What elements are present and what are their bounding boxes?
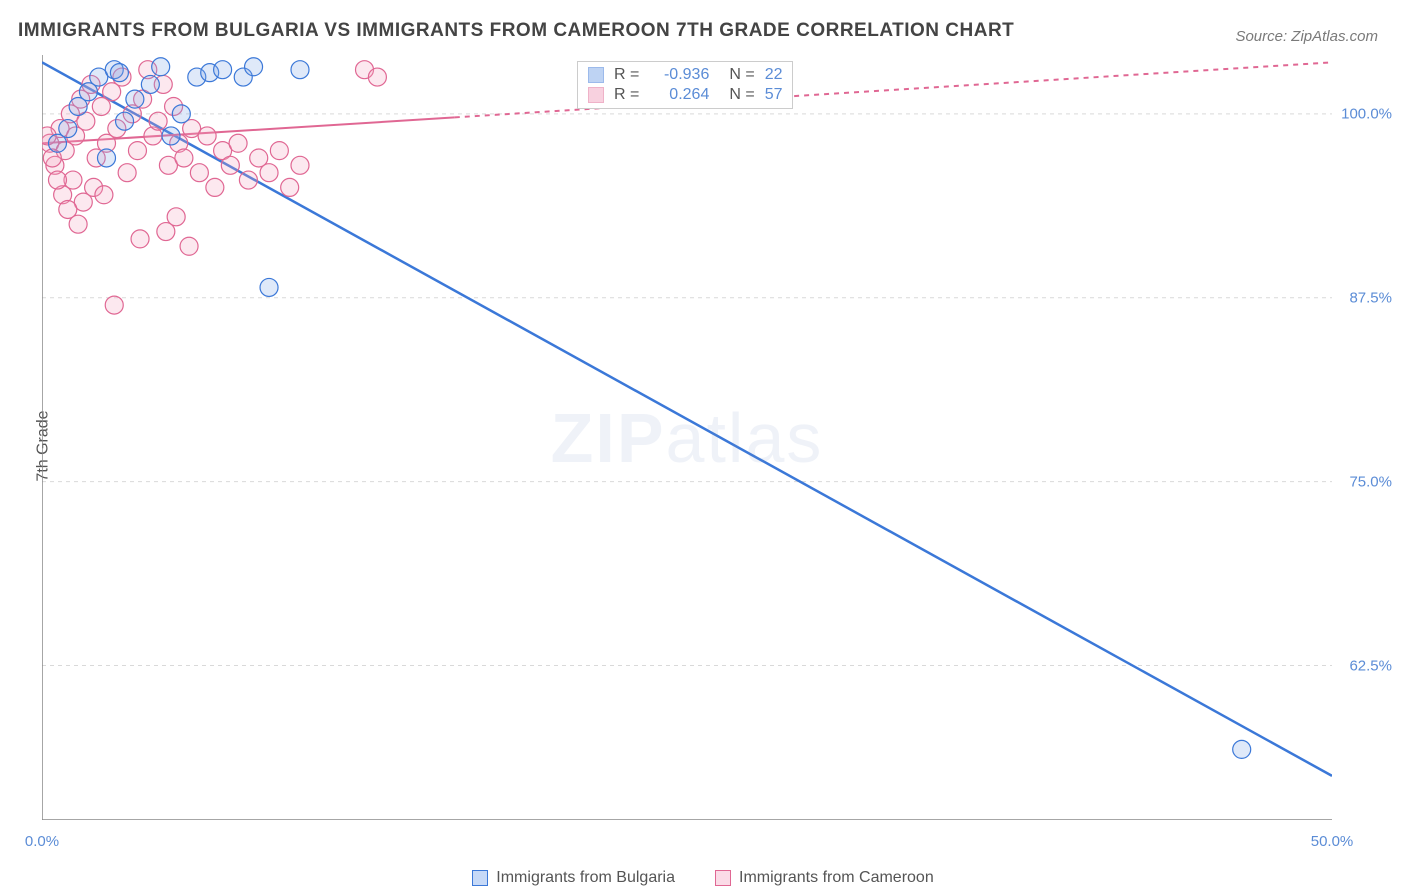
stat-r-value: 0.264 bbox=[649, 86, 709, 104]
legend-swatch bbox=[472, 870, 488, 886]
y-tick-label: 75.0% bbox=[1349, 473, 1392, 490]
stat-r-value: -0.936 bbox=[649, 66, 709, 84]
stat-n-label: N = bbox=[729, 66, 754, 84]
stat-n-value: 22 bbox=[765, 66, 783, 84]
stat-box: R = -0.936 N = 22 R = 0.264 N = 57 bbox=[577, 61, 793, 109]
x-tick-label: 50.0% bbox=[1311, 833, 1354, 850]
legend-swatch bbox=[715, 870, 731, 886]
stat-row: R = -0.936 N = 22 bbox=[588, 66, 782, 84]
chart-container: IMMIGRANTS FROM BULGARIA VS IMMIGRANTS F… bbox=[0, 0, 1406, 892]
legend-item: Immigrants from Bulgaria bbox=[472, 869, 675, 887]
chart-title: IMMIGRANTS FROM BULGARIA VS IMMIGRANTS F… bbox=[18, 20, 1014, 42]
y-tick-label: 62.5% bbox=[1349, 657, 1392, 674]
y-tick-label: 87.5% bbox=[1349, 289, 1392, 306]
stat-n-value: 57 bbox=[765, 86, 783, 104]
x-tick-label: 0.0% bbox=[25, 833, 59, 850]
stat-r-label: R = bbox=[614, 66, 639, 84]
chart-svg bbox=[42, 55, 1332, 820]
plot-area: ZIPatlas R =-0.936N =22R =0.264N =57 62.… bbox=[42, 55, 1332, 820]
stat-row: R = 0.264 N = 57 bbox=[588, 86, 782, 104]
stat-r-label: R = bbox=[614, 86, 639, 104]
source-label: Source: ZipAtlas.com bbox=[1235, 28, 1378, 45]
stat-swatch bbox=[588, 87, 604, 103]
legend-item: Immigrants from Cameroon bbox=[715, 869, 934, 887]
y-tick-label: 100.0% bbox=[1341, 105, 1392, 122]
legend-label: Immigrants from Bulgaria bbox=[496, 869, 675, 887]
stat-swatch bbox=[588, 67, 604, 83]
legend-label: Immigrants from Cameroon bbox=[739, 869, 934, 887]
stat-n-label: N = bbox=[729, 86, 754, 104]
bottom-legend: Immigrants from Bulgaria Immigrants from … bbox=[0, 869, 1406, 887]
